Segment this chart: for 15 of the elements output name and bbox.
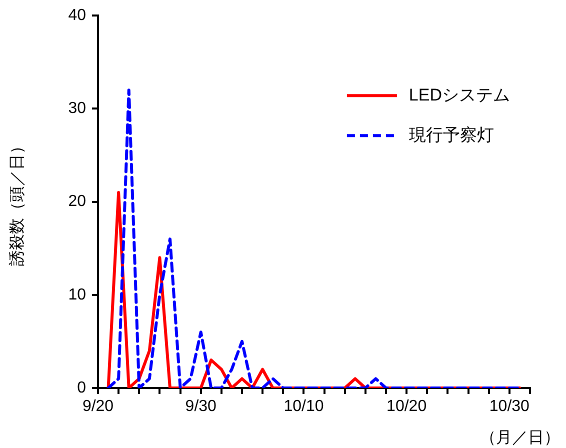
legend-label: 現行予察灯	[408, 125, 494, 144]
x-tick-label: 10/20	[386, 398, 427, 416]
y-tick-label: 30	[68, 100, 86, 118]
x-tick-label: 10/30	[489, 398, 530, 416]
y-tick-label: 10	[68, 286, 86, 304]
x-tick-label: 10/10	[284, 398, 324, 416]
x-tick-label: 9/20	[82, 398, 114, 416]
y-tick-label: 40	[68, 7, 86, 24]
legend-label: LEDシステム	[408, 85, 510, 104]
line-series	[106, 88, 522, 388]
x-tick-label: 9/30	[185, 398, 217, 416]
y-tick-label: 0	[77, 379, 86, 396]
x-axis-title: （月／日）	[480, 429, 560, 446]
y-tick-label: 20	[68, 193, 86, 210]
y-axis-title: 誘殺数（頭／日）	[8, 138, 26, 266]
